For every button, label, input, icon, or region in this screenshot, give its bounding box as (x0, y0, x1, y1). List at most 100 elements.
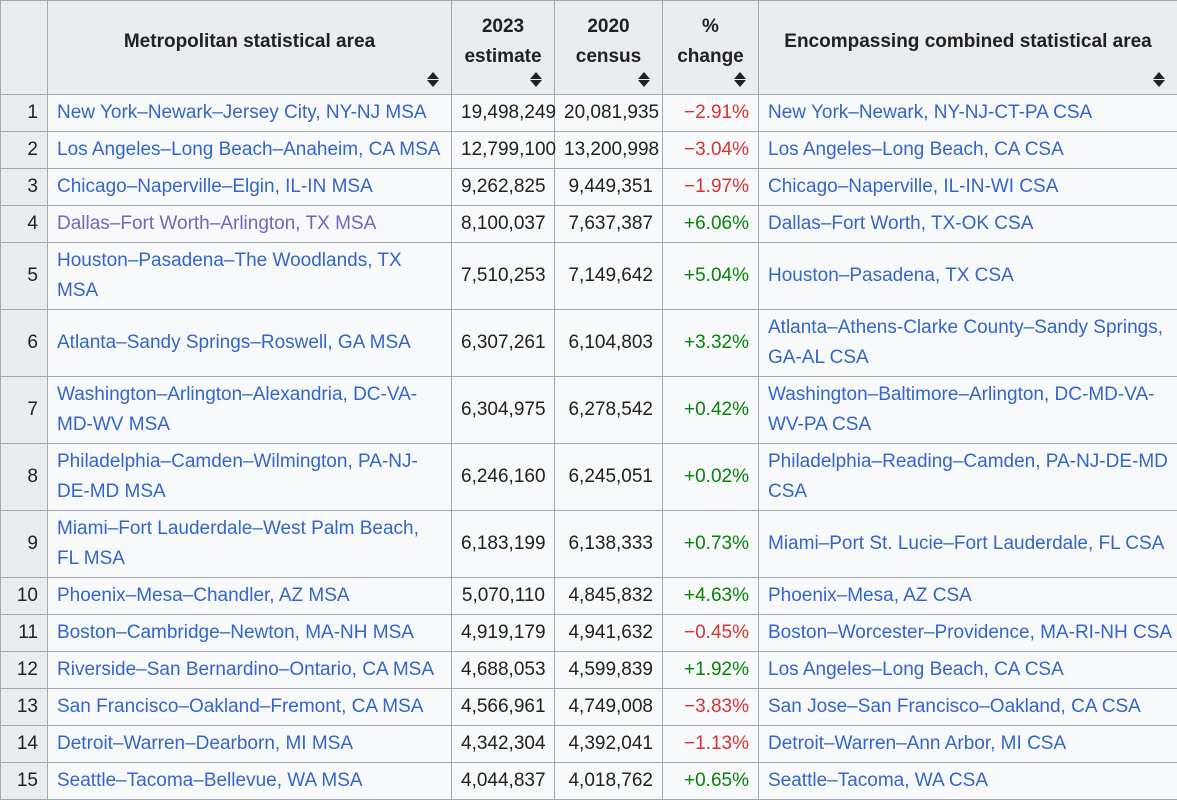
msa-cell: Miami–Fort Lauderdale–West Palm Beach, F… (47, 510, 452, 578)
percent-change-cell: +1.92% (662, 651, 759, 689)
msa-cell: Dallas–Fort Worth–Arlington, TX MSA (47, 205, 452, 243)
estimate-2023-cell: 5,070,110 (451, 577, 555, 615)
column-header-2023-estimate[interactable]: 2023 estimate (451, 0, 555, 95)
csa-link[interactable]: Los Angeles–Long Beach, CA CSA (768, 139, 1064, 160)
table-row: 9 Miami–Fort Lauderdale–West Palm Beach, … (0, 510, 1177, 578)
census-2020-cell: 9,449,351 (554, 168, 663, 206)
percent-change-cell: +5.04% (662, 242, 759, 310)
csa-link[interactable]: Miami–Port St. Lucie–Fort Lauderdale, FL… (768, 533, 1165, 554)
table-row: 4 Dallas–Fort Worth–Arlington, TX MSA 8,10… (0, 205, 1177, 243)
msa-link[interactable]: Atlanta–Sandy Springs–Roswell, GA MSA (57, 332, 411, 353)
csa-link[interactable]: Los Angeles–Long Beach, CA CSA (768, 659, 1064, 680)
msa-link[interactable]: Phoenix–Mesa–Chandler, AZ MSA (57, 585, 350, 606)
csa-cell: New York–Newark, NY-NJ-CT-PA CSA (758, 94, 1177, 132)
census-2020-cell: 6,104,803 (554, 309, 663, 377)
rank-cell: 9 (0, 510, 48, 578)
rank-cell: 4 (0, 205, 48, 243)
msa-cell: Phoenix–Mesa–Chandler, AZ MSA (47, 577, 452, 615)
csa-cell: Dallas–Fort Worth, TX-OK CSA (758, 205, 1177, 243)
census-2020-cell: 20,081,935 (554, 94, 663, 132)
rank-cell: 15 (0, 762, 48, 800)
census-2020-cell: 7,637,387 (554, 205, 663, 243)
percent-change-cell: −0.45% (662, 614, 759, 652)
rank-cell: 8 (0, 443, 48, 511)
csa-cell: Philadelphia–Reading–Camden, PA-NJ-DE-MD… (758, 443, 1177, 511)
sort-arrows-icon (530, 72, 542, 87)
csa-link[interactable]: Chicago–Naperville, IL-IN-WI CSA (768, 176, 1059, 197)
msa-link[interactable]: Los Angeles–Long Beach–Anaheim, CA MSA (57, 139, 441, 160)
census-2020-cell: 6,278,542 (554, 376, 663, 444)
census-2020-cell: 7,149,642 (554, 242, 663, 310)
csa-cell: Miami–Port St. Lucie–Fort Lauderdale, FL… (758, 510, 1177, 578)
table-row: 12 Riverside–San Bernardino–Ontario, CA M… (0, 651, 1177, 689)
msa-cell: Chicago–Naperville–Elgin, IL-IN MSA (47, 168, 452, 206)
csa-cell: Detroit–Warren–Ann Arbor, MI CSA (758, 725, 1177, 763)
csa-link[interactable]: Atlanta–Athens-Clarke County–Sandy Sprin… (768, 317, 1164, 368)
column-header-csa[interactable]: Encompassing combined statistical area (758, 0, 1177, 95)
column-header-rank (0, 0, 48, 95)
msa-link[interactable]: New York–Newark–Jersey City, NY-NJ MSA (57, 102, 427, 123)
rank-cell: 12 (0, 651, 48, 689)
msa-cell: Houston–Pasadena–The Woodlands, TX MSA (47, 242, 452, 310)
csa-link[interactable]: Boston–Worcester–Providence, MA-RI-NH CS… (768, 622, 1173, 643)
csa-link[interactable]: Washington–Baltimore–Arlington, DC-MD-VA… (768, 384, 1155, 435)
csa-cell: Washington–Baltimore–Arlington, DC-MD-VA… (758, 376, 1177, 444)
csa-link[interactable]: New York–Newark, NY-NJ-CT-PA CSA (768, 102, 1093, 123)
census-2020-cell: 4,749,008 (554, 688, 663, 726)
csa-cell: Seattle–Tacoma, WA CSA (758, 762, 1177, 800)
column-header-percent-change[interactable]: % change (662, 0, 759, 95)
rank-cell: 3 (0, 168, 48, 206)
rank-cell: 13 (0, 688, 48, 726)
csa-link[interactable]: Dallas–Fort Worth, TX-OK CSA (768, 213, 1034, 234)
msa-link[interactable]: Seattle–Tacoma–Bellevue, WA MSA (57, 770, 363, 791)
column-header-2020-census[interactable]: 2020 census (554, 0, 663, 95)
estimate-2023-cell: 6,304,975 (451, 376, 555, 444)
percent-change-cell: +0.02% (662, 443, 759, 511)
sort-arrows-icon (638, 72, 650, 87)
csa-link[interactable]: San Jose–San Francisco–Oakland, CA CSA (768, 696, 1141, 717)
msa-link[interactable]: Houston–Pasadena–The Woodlands, TX MSA (57, 250, 402, 301)
estimate-2023-cell: 6,183,199 (451, 510, 555, 578)
census-2020-cell: 6,245,051 (554, 443, 663, 511)
csa-link[interactable]: Detroit–Warren–Ann Arbor, MI CSA (768, 733, 1067, 754)
table-row: 15 Seattle–Tacoma–Bellevue, WA MSA 4,044,8… (0, 762, 1177, 800)
csa-link[interactable]: Phoenix–Mesa, AZ CSA (768, 585, 972, 606)
msa-link[interactable]: San Francisco–Oakland–Fremont, CA MSA (57, 696, 424, 717)
rank-cell: 1 (0, 94, 48, 132)
msa-cell: Los Angeles–Long Beach–Anaheim, CA MSA (47, 131, 452, 169)
table-row: 6 Atlanta–Sandy Springs–Roswell, GA MSA 6,… (0, 309, 1177, 377)
msa-link[interactable]: Riverside–San Bernardino–Ontario, CA MSA (57, 659, 435, 680)
msa-link[interactable]: Philadelphia–Camden–Wilmington, PA-NJ-DE… (57, 451, 418, 502)
percent-change-cell: +0.65% (662, 762, 759, 800)
percent-change-cell: +4.63% (662, 577, 759, 615)
msa-link[interactable]: Chicago–Naperville–Elgin, IL-IN MSA (57, 176, 373, 197)
table-row: 13 San Francisco–Oakland–Fremont, CA MSA 4… (0, 688, 1177, 726)
estimate-2023-cell: 12,799,100 (451, 131, 556, 169)
csa-link[interactable]: Philadelphia–Reading–Camden, PA-NJ-DE-MD… (768, 451, 1168, 502)
table-header: Metropolitan statistical area 2023 estim… (0, 0, 1177, 95)
estimate-2023-cell: 6,307,261 (451, 309, 555, 377)
column-header-msa[interactable]: Metropolitan statistical area (47, 0, 452, 95)
csa-cell: Phoenix–Mesa, AZ CSA (758, 577, 1177, 615)
header-row: Metropolitan statistical area 2023 estim… (0, 0, 1177, 95)
census-2020-cell: 4,018,762 (554, 762, 663, 800)
estimate-2023-cell: 4,044,837 (451, 762, 555, 800)
percent-change-cell: +0.73% (662, 510, 759, 578)
msa-link[interactable]: Boston–Cambridge–Newton, MA-NH MSA (57, 622, 414, 643)
csa-link[interactable]: Seattle–Tacoma, WA CSA (768, 770, 989, 791)
msa-link[interactable]: Miami–Fort Lauderdale–West Palm Beach, F… (57, 518, 419, 569)
estimate-2023-cell: 4,342,304 (451, 725, 555, 763)
msa-cell: Riverside–San Bernardino–Ontario, CA MSA (47, 651, 452, 689)
estimate-2023-cell: 4,688,053 (451, 651, 555, 689)
estimate-2023-cell: 8,100,037 (451, 205, 555, 243)
msa-link[interactable]: Dallas–Fort Worth–Arlington, TX MSA (57, 213, 377, 234)
msa-link[interactable]: Washington–Arlington–Alexandria, DC-VA-M… (57, 384, 418, 435)
sort-arrows-icon (1153, 72, 1165, 87)
csa-cell: Atlanta–Athens-Clarke County–Sandy Sprin… (758, 309, 1177, 377)
csa-cell: Boston–Worcester–Providence, MA-RI-NH CS… (758, 614, 1177, 652)
csa-link[interactable]: Houston–Pasadena, TX CSA (768, 265, 1014, 286)
msa-link[interactable]: Detroit–Warren–Dearborn, MI MSA (57, 733, 354, 754)
csa-cell: Los Angeles–Long Beach, CA CSA (758, 131, 1177, 169)
rank-cell: 2 (0, 131, 48, 169)
estimate-2023-cell: 4,566,961 (451, 688, 555, 726)
